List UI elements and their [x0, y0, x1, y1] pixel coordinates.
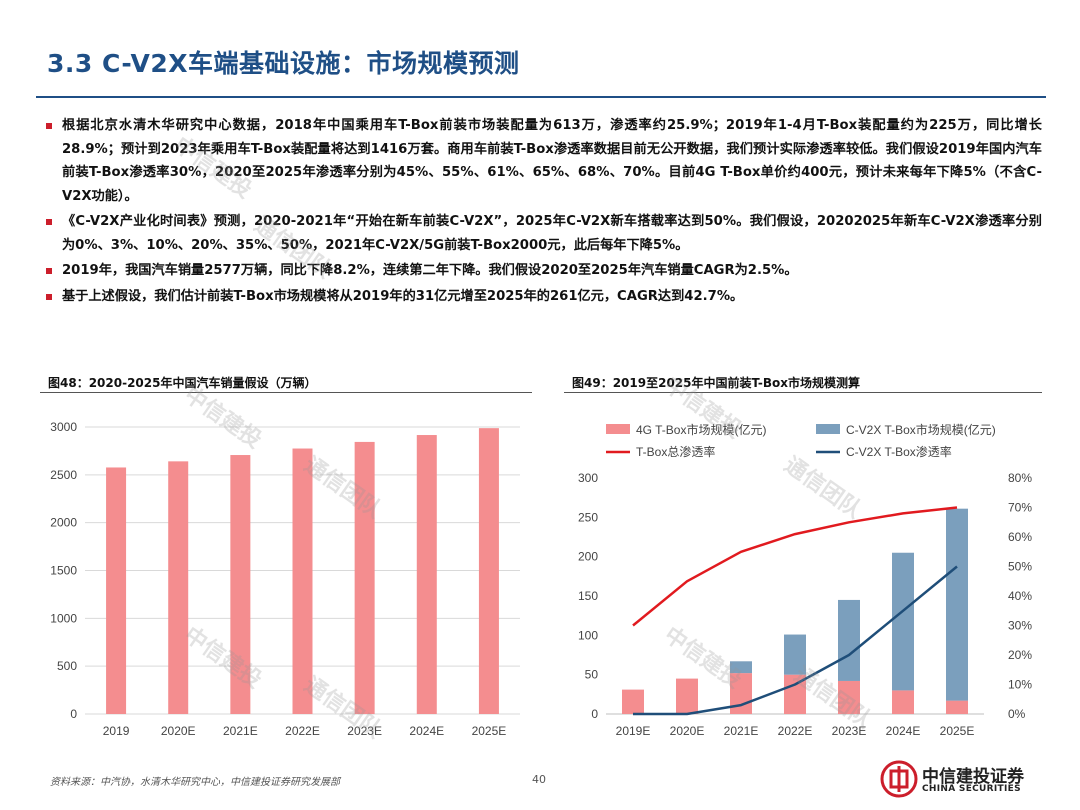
y-right-tick-label: 40% — [1008, 589, 1032, 603]
y-tick-label: 1500 — [50, 564, 77, 578]
page-number: 40 — [532, 773, 546, 786]
x-tick-label: 2025E — [472, 724, 507, 738]
y-left-tick-label: 0 — [591, 707, 598, 721]
x-tick-label: 2023E — [347, 724, 382, 738]
bar-cv2x — [838, 599, 860, 681]
bullet-item: 《C-V2X产业化时间表》预测，2020-2021年“开始在新车前装C-V2X”… — [46, 210, 1042, 257]
bar — [416, 435, 437, 714]
bar-4g — [892, 690, 914, 714]
x-tick-label: 2021E — [724, 724, 759, 738]
legend-label: T-Box总渗透率 — [636, 444, 715, 459]
bar-cv2x — [730, 661, 752, 674]
legend-label: C-V2X T-Box市场规模(亿元) — [846, 422, 996, 437]
bar — [230, 455, 251, 714]
y-right-tick-label: 10% — [1008, 678, 1032, 692]
bar-4g — [946, 700, 968, 714]
x-tick-label: 2025E — [940, 724, 975, 738]
x-tick-label: 2020E — [161, 724, 196, 738]
company-logo: 中信建投证券 CHINA SECURITIES — [880, 760, 1050, 802]
bar-cv2x — [892, 552, 914, 691]
y-left-tick-label: 250 — [578, 510, 598, 524]
bar-cv2x — [946, 508, 968, 701]
fig49-caption-rule — [564, 392, 1042, 393]
line-total-penetration — [632, 506, 958, 627]
x-tick-label: 2023E — [832, 724, 867, 738]
bar — [354, 441, 375, 714]
logo-emblem-icon — [880, 760, 918, 798]
legend-label: 4G T-Box市场规模(亿元) — [636, 422, 766, 437]
bar — [106, 467, 127, 714]
y-right-tick-label: 80% — [1008, 471, 1032, 485]
bullet-list: 根据北京水清木华研究中心数据，2018年中国乘用车T-Box前装市场装配量为61… — [46, 114, 1042, 310]
x-tick-label: 2022E — [778, 724, 813, 738]
x-tick-label: 2021E — [223, 724, 258, 738]
bar-4g — [676, 678, 698, 714]
bar — [168, 461, 189, 714]
tbox-market-combo-chart: 0 50 100 150 200 250 300 0% 10% 20% 30% 40% 50% 60% 70… — [578, 422, 1032, 738]
bar-4g — [838, 680, 860, 714]
y-left-tick-label: 200 — [578, 550, 598, 564]
y-tick-label: 1000 — [50, 611, 77, 625]
x-tick-label: 2024E — [886, 724, 921, 738]
legend-label: C-V2X T-Box渗透率 — [846, 444, 952, 459]
fig48-caption-rule — [40, 392, 532, 393]
y-right-tick-label: 0% — [1008, 707, 1026, 721]
logo-text-en: CHINA SECURITIES — [922, 784, 1021, 794]
bullet-item: 2019年，我国汽车销量2577万辆，同比下降8.2%，连续第二年下降。我们假设… — [46, 259, 1042, 283]
bullet-item: 根据北京水清木华研究中心数据，2018年中国乘用车T-Box前装市场装配量为61… — [46, 114, 1042, 208]
bar-4g — [730, 673, 752, 714]
y-right-tick-label: 60% — [1008, 530, 1032, 544]
line-cv2x-penetration — [633, 565, 958, 716]
y-right-tick-label: 50% — [1008, 560, 1032, 574]
bullet-item: 基于上述假设，我们估计前装T-Box市场规模将从2019年的31亿元增至2025… — [46, 285, 1042, 309]
page-title: 3.3 C-V2X车端基础设施：市场规模预测 — [47, 49, 520, 78]
y-right-tick-label: 20% — [1008, 648, 1032, 662]
y-left-tick-label: 300 — [578, 471, 598, 485]
bar — [478, 428, 499, 714]
source-note: 资料来源：中汽协，水清木华研究中心，中信建投证券研究发展部 — [50, 777, 340, 788]
fig49-caption: 图49：2019至2025年中国前装T-Box市场规模测算 — [572, 376, 861, 390]
x-tick-label: 2022E — [285, 724, 320, 738]
y-right-tick-label: 30% — [1008, 619, 1032, 633]
bar — [292, 448, 313, 714]
bar-4g — [622, 689, 644, 714]
y-tick-label: 0 — [70, 707, 77, 721]
bar-cv2x — [784, 634, 806, 675]
x-tick-label: 2020E — [670, 724, 705, 738]
car-sales-bar-chart: 0 500 1000 1500 2000 2500 3000 2019 2020E 2021E 20… — [50, 420, 520, 738]
y-tick-label: 2000 — [50, 516, 77, 530]
y-tick-label: 2500 — [50, 468, 77, 482]
y-left-tick-label: 100 — [578, 628, 598, 642]
fig48-caption: 图48：2020-2025年中国汽车销量假设（万辆） — [48, 376, 317, 390]
y-right-tick-label: 70% — [1008, 501, 1032, 515]
y-left-tick-label: 150 — [578, 589, 598, 603]
y-tick-label: 500 — [57, 659, 77, 673]
x-tick-label: 2024E — [409, 724, 444, 738]
title-divider — [36, 96, 1046, 98]
legend-swatch-4g — [606, 424, 630, 434]
y-left-tick-label: 50 — [585, 668, 599, 682]
bar-4g — [784, 674, 806, 714]
x-tick-label: 2019E — [616, 724, 651, 738]
legend-swatch-cv2x — [816, 424, 840, 434]
x-tick-label: 2019 — [103, 724, 130, 738]
logo-text-cn: 中信建投证券 — [922, 767, 1024, 787]
y-tick-label: 3000 — [50, 420, 77, 434]
